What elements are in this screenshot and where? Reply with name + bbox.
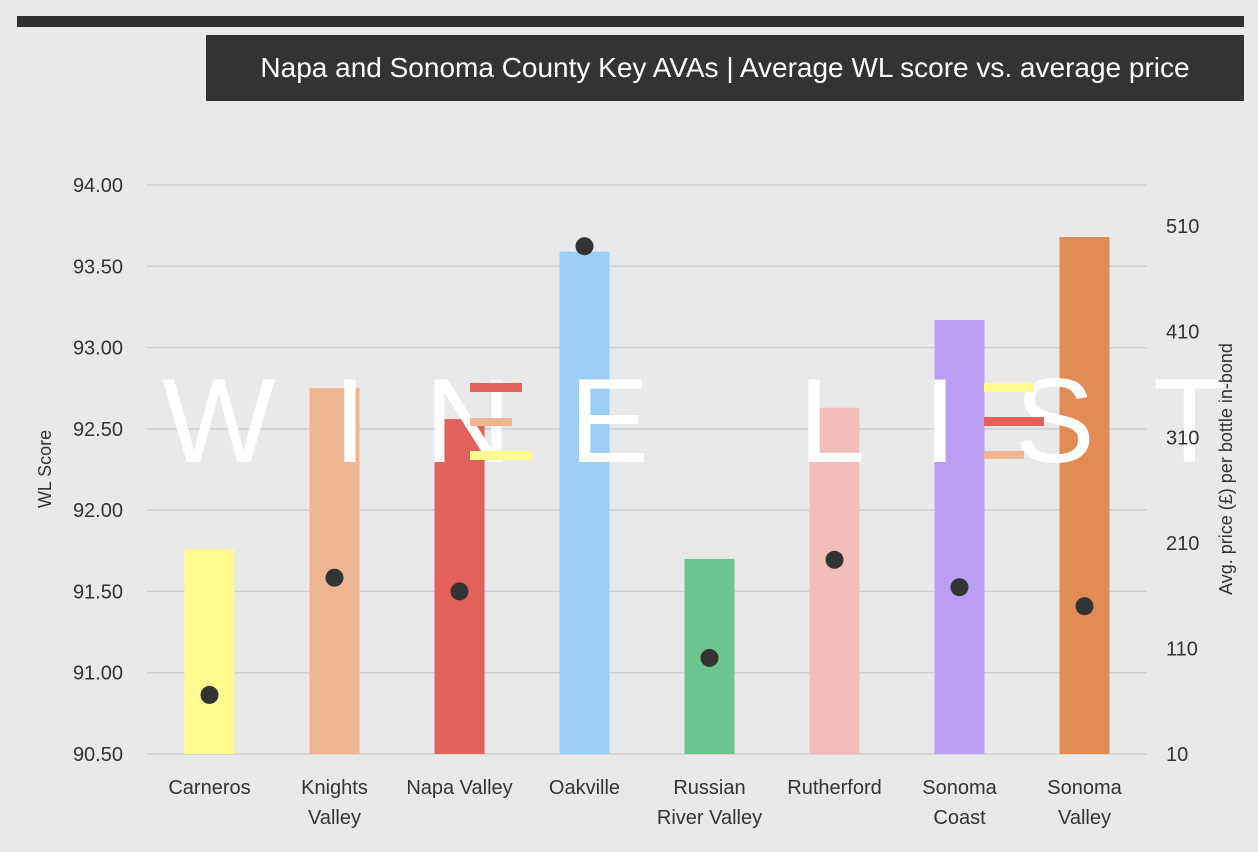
price-points	[200, 237, 1094, 704]
y2-tick-label: 410	[1166, 322, 1199, 344]
y-tick-label: 94.00	[73, 175, 123, 197]
watermark-text: WINE LISTER	[162, 354, 1258, 488]
watermark-dash	[984, 383, 1034, 392]
bar-series	[184, 237, 1110, 755]
price-point	[1075, 597, 1094, 616]
bar	[809, 407, 860, 754]
y-tick-label: 93.50	[73, 256, 123, 278]
bar	[1059, 237, 1110, 755]
bar	[934, 319, 985, 754]
category-label: Sonoma	[1047, 777, 1122, 799]
category-label: Carneros	[168, 777, 250, 799]
bar	[184, 549, 235, 754]
left-axis-ticks: 90.50 91.00 91.50 92.00 92.50 93.00 93.50 94.00	[73, 175, 123, 766]
category-label: Oakville	[549, 777, 620, 799]
category-label: Coast	[933, 807, 986, 829]
bar	[559, 251, 610, 754]
y-tick-label: 93.00	[73, 338, 123, 360]
price-point	[825, 550, 844, 569]
category-label: Russian	[673, 777, 745, 799]
right-axis-ticks: 10 110 210 310 410 510	[1166, 216, 1199, 766]
category-label: River Valley	[657, 807, 762, 829]
watermark-dash	[470, 418, 512, 426]
watermark-e-left	[470, 383, 532, 460]
watermark-dash	[470, 383, 522, 392]
y2-tick-label: 110	[1166, 638, 1198, 660]
category-label: Valley	[308, 807, 361, 829]
y2-tick-label: 310	[1166, 427, 1199, 449]
watermark-e-right	[984, 383, 1044, 459]
watermark-dash	[984, 451, 1024, 459]
price-point	[325, 568, 344, 587]
watermark-dash	[984, 417, 1044, 426]
right-axis-title: Avg. price (£) per bottle in-bond	[1216, 343, 1236, 595]
y-tick-label: 91.00	[73, 663, 123, 685]
category-label: Knights	[301, 777, 368, 799]
y2-tick-label: 210	[1166, 533, 1199, 555]
category-label: Valley	[1058, 807, 1111, 829]
y2-tick-label: 510	[1166, 216, 1199, 238]
watermark-layer: WINE LISTER	[162, 354, 1258, 488]
category-labels: Carneros Knights Valley Napa Valley Oakville…	[168, 777, 1122, 829]
category-label: Sonoma	[922, 777, 997, 799]
category-label: Napa Valley	[406, 777, 512, 799]
y2-tick-label: 10	[1166, 744, 1188, 766]
chart-title: Napa and Sonoma County Key AVAs | Averag…	[206, 35, 1244, 101]
price-point	[950, 578, 969, 597]
price-point	[575, 237, 594, 256]
watermark-dash	[470, 451, 532, 460]
y-tick-label: 92.00	[73, 500, 123, 522]
y-tick-label: 90.50	[73, 744, 123, 766]
top-rule	[17, 16, 1244, 27]
left-axis-title: WL Score	[35, 430, 55, 508]
price-point	[200, 685, 219, 704]
y-tick-label: 92.50	[73, 419, 123, 441]
price-point	[450, 582, 469, 601]
price-point	[700, 648, 719, 667]
category-label: Rutherford	[787, 777, 882, 799]
y-tick-label: 91.50	[73, 581, 123, 603]
